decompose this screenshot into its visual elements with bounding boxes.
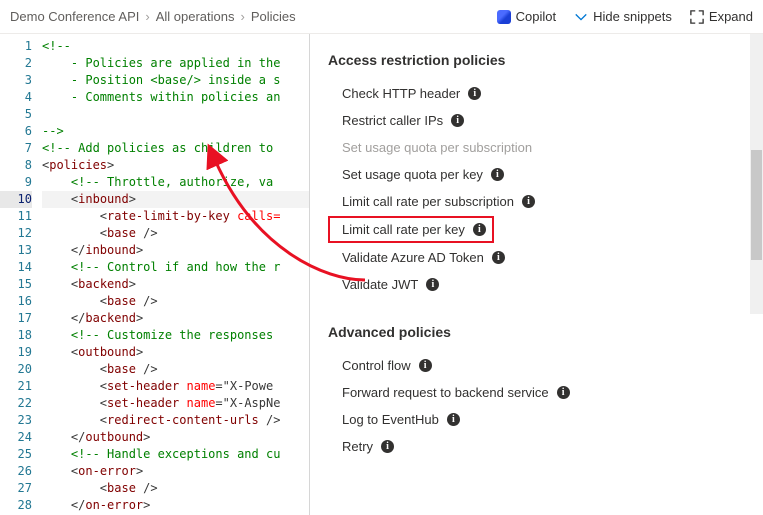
policy-item: Set usage quota per subscriptioni <box>328 134 749 161</box>
breadcrumb-page[interactable]: Policies <box>251 9 296 24</box>
policy-label: Set usage quota per subscription <box>342 140 532 155</box>
hide-snippets-button[interactable]: Hide snippets <box>574 9 672 24</box>
policy-item[interactable]: Validate JWT i <box>328 271 749 298</box>
info-icon[interactable]: i <box>381 440 394 453</box>
chevron-down-icon <box>574 10 588 24</box>
expand-label: Expand <box>709 9 753 24</box>
info-icon[interactable]: i <box>492 251 505 264</box>
expand-icon <box>690 10 704 24</box>
policy-label: Log to EventHub <box>342 412 439 427</box>
policy-label: Restrict caller IPs <box>342 113 443 128</box>
info-icon[interactable]: i <box>426 278 439 291</box>
policy-label: Retry <box>342 439 373 454</box>
info-icon[interactable]: i <box>451 114 464 127</box>
info-icon[interactable]: i <box>491 168 504 181</box>
toolbar: Copilot Hide snippets Expand <box>497 9 753 24</box>
policy-label: Limit call rate per key <box>342 222 465 237</box>
scrollbar-thumb[interactable] <box>751 150 762 260</box>
advanced-policy-list: Control flowiForward request to backend … <box>328 352 749 460</box>
breadcrumb-api[interactable]: Demo Conference API <box>10 9 139 24</box>
policy-label: Limit call rate per subscription <box>342 194 514 209</box>
policy-label: Check HTTP header <box>342 86 460 101</box>
breadcrumb-ops[interactable]: All operations <box>156 9 235 24</box>
code-editor[interactable]: 1234567891011121314151617181920212223242… <box>0 34 310 515</box>
policy-item[interactable]: Validate Azure AD Token i <box>328 244 749 271</box>
section-title-access: Access restriction policies <box>328 52 749 68</box>
policy-item[interactable]: Limit call rate per subscription i <box>328 188 749 215</box>
section-title-advanced: Advanced policies <box>328 324 749 340</box>
breadcrumb-sep: › <box>145 9 149 24</box>
policy-label: Control flow <box>342 358 411 373</box>
info-icon[interactable]: i <box>468 87 481 100</box>
policy-item[interactable]: Retryi <box>328 433 749 460</box>
policy-label: Set usage quota per key <box>342 167 483 182</box>
copilot-icon <box>497 10 511 24</box>
policy-item[interactable]: Set usage quota per key i <box>328 161 749 188</box>
code-area[interactable]: <!-- - Policies are applied in the - Pos… <box>38 34 309 515</box>
line-gutter: 1234567891011121314151617181920212223242… <box>0 34 38 515</box>
info-icon[interactable]: i <box>473 223 486 236</box>
access-policy-list: Check HTTP headeriRestrict caller IPsiSe… <box>328 80 749 298</box>
info-icon[interactable]: i <box>419 359 432 372</box>
policy-label: Validate JWT <box>342 277 418 292</box>
main: 1234567891011121314151617181920212223242… <box>0 34 763 515</box>
policy-label: Forward request to backend service <box>342 385 549 400</box>
info-icon[interactable]: i <box>522 195 535 208</box>
expand-button[interactable]: Expand <box>690 9 753 24</box>
info-icon[interactable]: i <box>447 413 460 426</box>
hide-snippets-label: Hide snippets <box>593 9 672 24</box>
topbar: Demo Conference API › All operations › P… <box>0 0 763 34</box>
info-icon[interactable]: i <box>557 386 570 399</box>
breadcrumb: Demo Conference API › All operations › P… <box>10 9 497 24</box>
policy-item[interactable]: Check HTTP header i <box>328 80 749 107</box>
copilot-label: Copilot <box>516 9 556 24</box>
policy-item[interactable]: Forward request to backend service i <box>328 379 749 406</box>
policy-item[interactable]: Restrict caller IPs i <box>328 107 749 134</box>
policy-sidebar: Access restriction policies Check HTTP h… <box>310 34 763 515</box>
copilot-button[interactable]: Copilot <box>497 9 556 24</box>
breadcrumb-sep: › <box>240 9 244 24</box>
policy-label: Validate Azure AD Token <box>342 250 484 265</box>
policy-item[interactable]: Log to EventHub i <box>328 406 749 433</box>
policy-item[interactable]: Limit call rate per key i <box>328 216 494 243</box>
policy-item[interactable]: Control flow i <box>328 352 749 379</box>
